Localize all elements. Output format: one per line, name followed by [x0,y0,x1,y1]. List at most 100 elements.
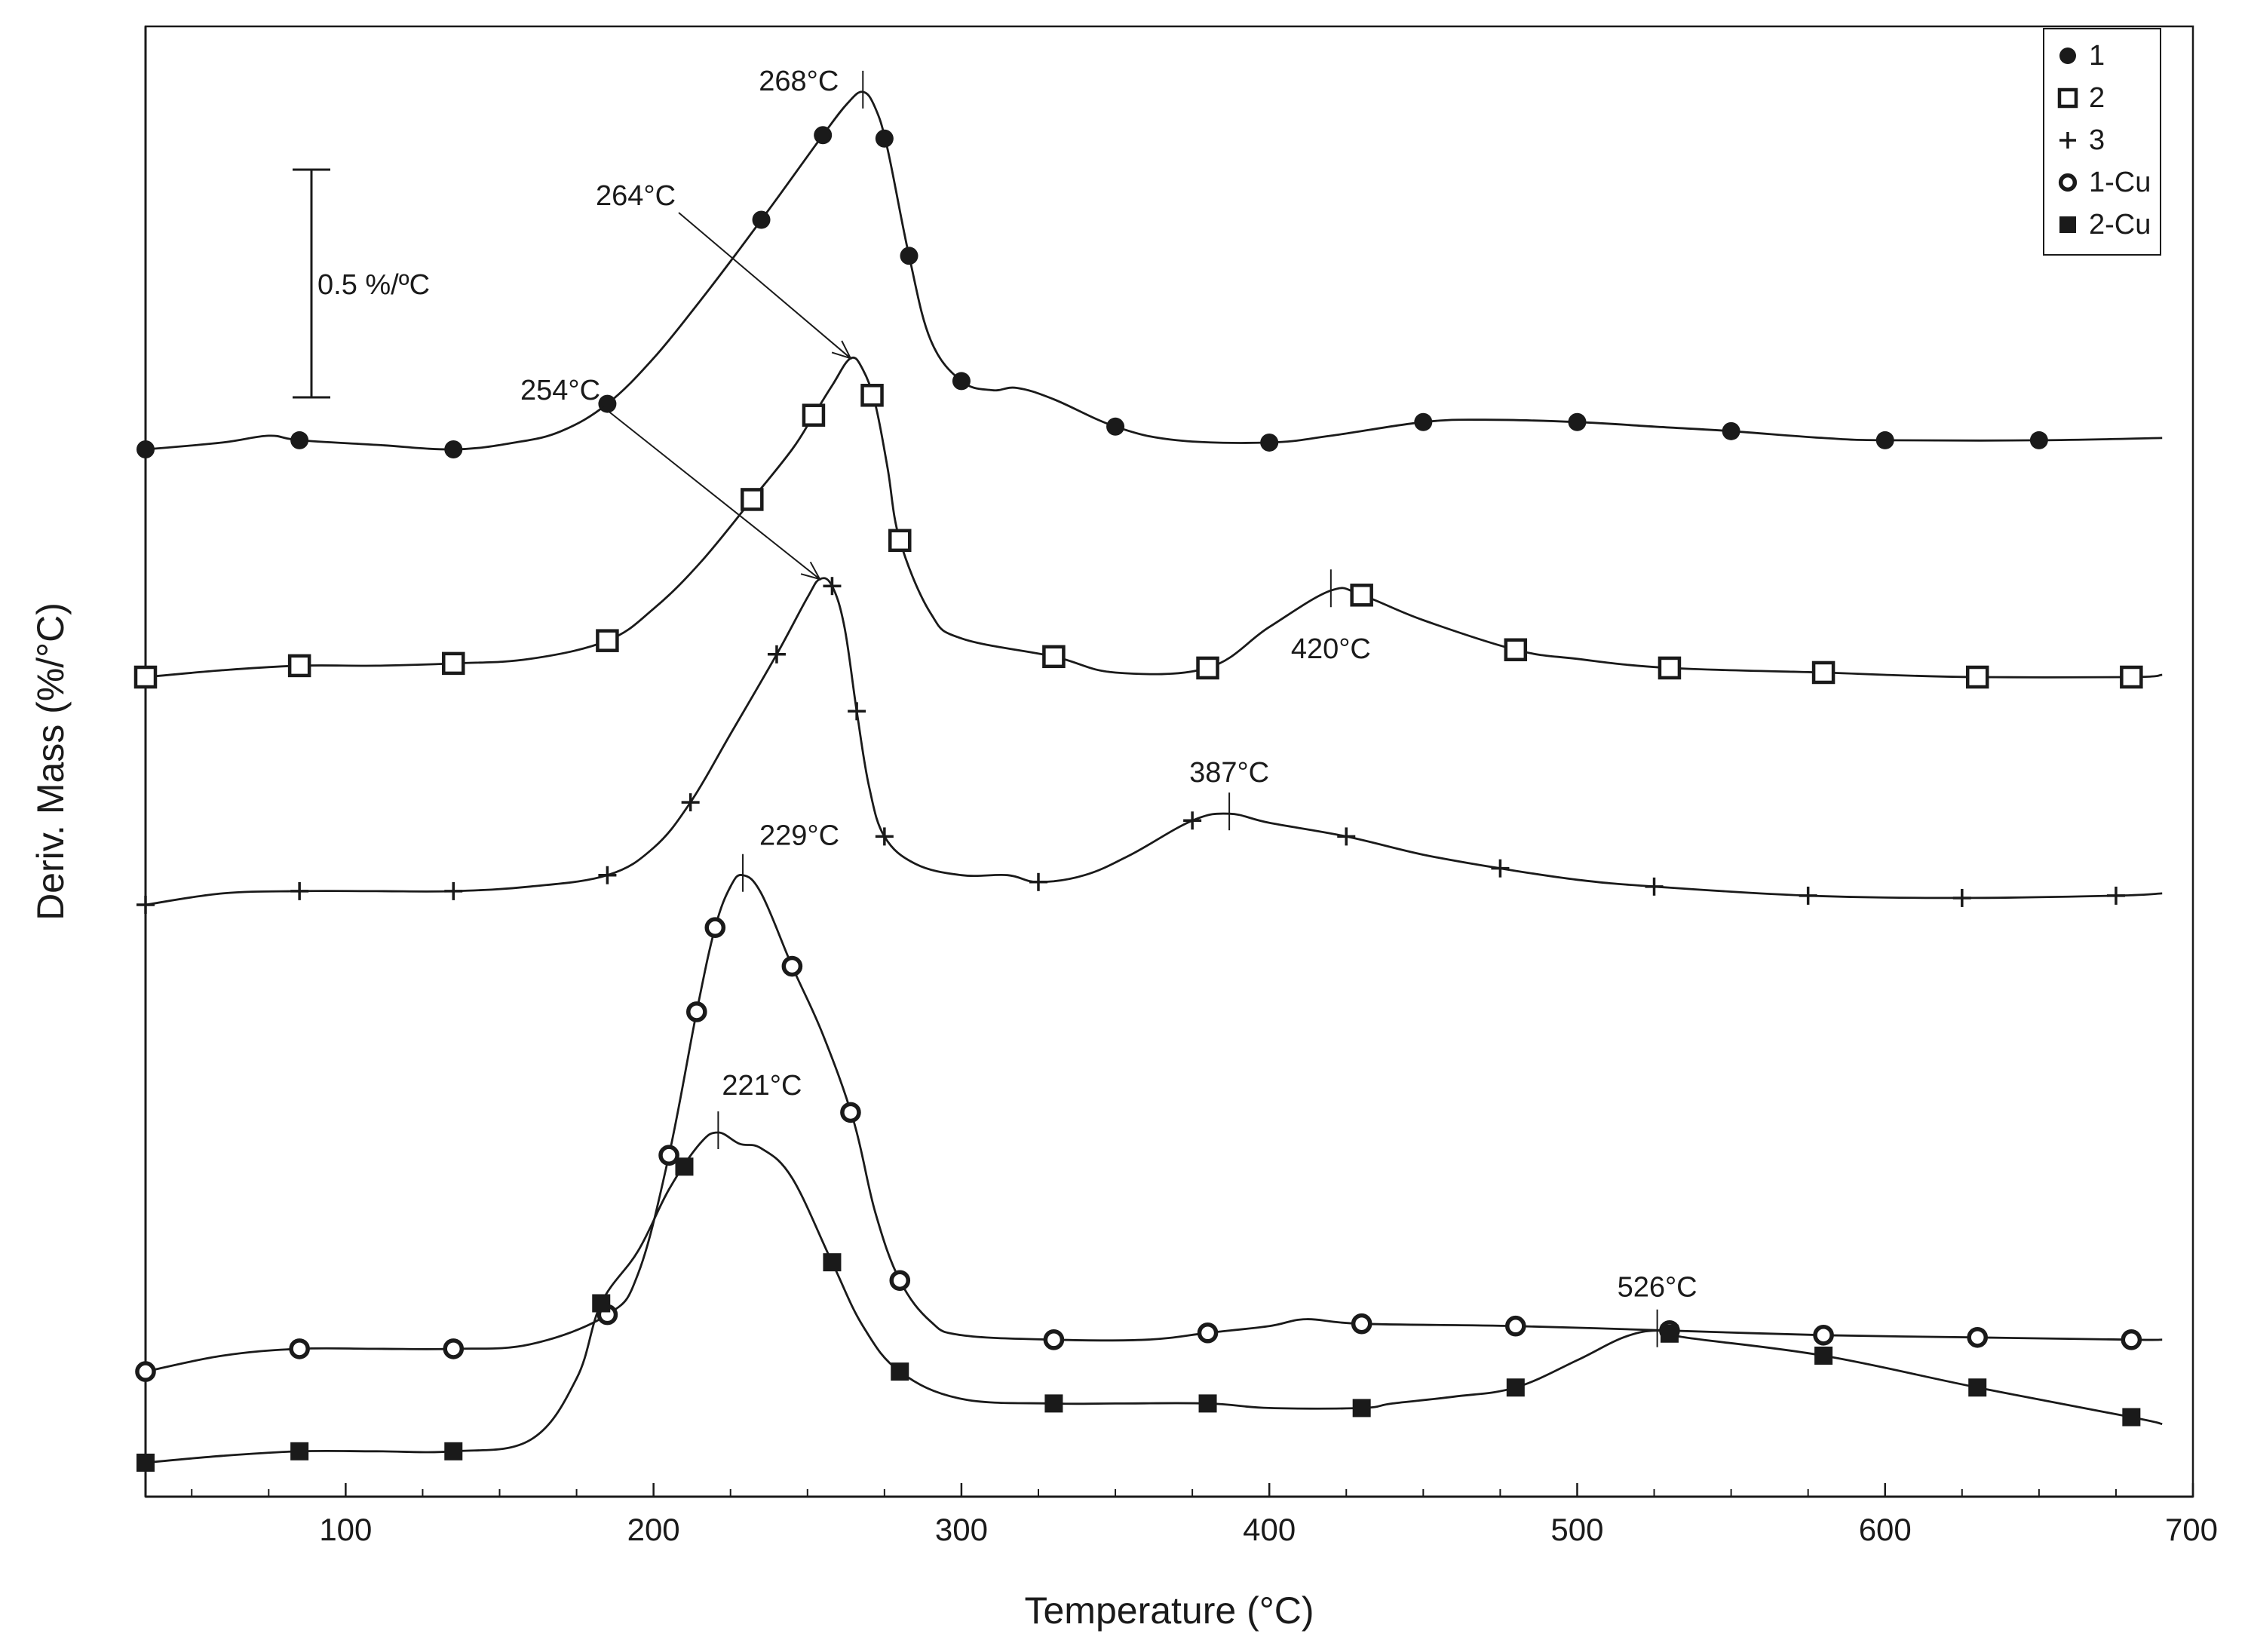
data-point-1 [2029,431,2048,449]
legend-label: 1-Cu [2089,167,2151,198]
legend-label: 2 [2089,82,2105,114]
data-point-2-cu [1968,1378,1987,1397]
y-axis-title: Deriv. Mass (%/°C) [29,602,72,921]
annotation-label: 420°C [1291,633,1371,665]
annotation-label: 254°C [520,375,600,406]
scale-bar-label: 0.5 %/ºC [317,269,430,301]
legend-label: 2-Cu [2089,209,2151,241]
data-point-2 [442,651,465,676]
data-point-2 [802,403,826,427]
data-point-1 [1875,431,1894,449]
series-2 [133,356,2163,689]
annotation-label: 526°C [1618,1272,1698,1304]
series-line-3 [145,577,2163,906]
legend-marker [2059,216,2076,233]
annotation-layer: 268°C 264°C 254°C 420°C 387°C 229°C 221°C 526°C [520,66,1698,1347]
data-point-2 [1196,656,1219,680]
data-point-3 [1645,877,1664,896]
data-point-2-cu [1044,1394,1063,1413]
data-point-1 [598,394,617,413]
data-point-2 [596,629,619,652]
data-point-3 [1799,886,1817,905]
data-point-3 [290,881,309,900]
data-point-1 [1722,421,1740,440]
series-line-2-cu [145,1131,2163,1464]
data-point-1-cu [1197,1322,1219,1344]
peak-annotation: 229°C [742,820,839,892]
x-axis: 100 200 300 400 500 600 700 [146,1483,2218,1547]
data-point-1 [444,440,463,458]
data-point-2 [1350,584,1373,607]
data-point-2 [1811,660,1836,685]
data-point-2 [888,529,912,553]
data-point-2-cu [891,1362,909,1381]
legend-item-3: 3 [2059,124,2105,156]
data-point-2-cu [1506,1378,1525,1397]
data-point-1 [1568,412,1587,431]
data-point-2-cu [1814,1346,1833,1365]
annotation-arrowhead [800,561,822,581]
data-point-3 [681,793,700,812]
series-line-2 [145,356,2163,679]
peak-annotation: 268°C [759,66,864,109]
legend-marker [2059,132,2076,149]
data-point-1-cu [1043,1329,1065,1350]
legend-label: 1 [2089,40,2105,72]
x-tick-label: 700 [2165,1512,2218,1547]
data-point-1 [814,126,833,145]
data-point-1 [136,440,155,458]
data-point-3 [875,827,894,846]
data-point-3 [136,896,155,914]
data-point-2-cu [1352,1399,1371,1418]
data-point-3 [2106,886,2125,905]
data-point-1-cu [658,1145,679,1166]
legend-marker [2057,87,2078,109]
data-point-1 [900,247,919,265]
data-point-1-cu [2121,1329,2142,1350]
series-1 [136,90,2163,458]
annotation-leader [603,406,820,580]
data-point-1-cu [443,1338,465,1359]
peak-annotation: 420°C [1291,569,1371,665]
x-tick-label: 500 [1550,1512,1603,1547]
data-point-3 [598,866,617,884]
data-point-3 [823,577,842,596]
x-tick-label: 100 [319,1512,372,1547]
data-point-1-cu [889,1270,911,1292]
data-point-3 [767,645,786,664]
data-point-3 [1952,888,1971,907]
series-1-cu [135,873,2163,1382]
data-point-1-cu [135,1361,156,1382]
data-point-2 [1042,645,1066,669]
annotation-label: 221°C [722,1070,802,1102]
data-point-1-cu [686,1001,707,1022]
data-point-2 [1965,665,1989,689]
data-point-2 [2120,665,2143,689]
series-3 [136,577,2163,914]
annotation-label: 268°C [759,66,839,97]
data-point-1-cu [1505,1315,1526,1337]
peak-annotation: 221°C [717,1070,802,1149]
peak-annotation: 254°C [520,375,822,581]
data-point-1 [1414,412,1433,431]
data-point-2-cu [290,1442,309,1460]
data-point-2 [1658,656,1682,680]
data-point-2 [741,488,764,511]
data-point-1-cu [704,917,726,938]
scale-bar: 0.5 %/ºC [293,168,430,399]
data-point-3 [1337,827,1356,846]
legend-item-2: 2 [2057,82,2105,114]
peak-annotation: 387°C [1189,757,1269,831]
data-point-3 [1183,811,1202,830]
legend-item-1: 1 [2059,40,2105,72]
legend-marker [2058,173,2078,192]
axes: 100 200 300 400 500 600 700 Temperature (°C) Der… [29,25,2218,1632]
annotation-leader [678,212,851,359]
data-point-2 [1504,638,1528,662]
data-point-1 [952,372,971,391]
data-point-2 [860,384,884,407]
data-point-2-cu [2122,1408,2141,1427]
legend-label: 3 [2089,124,2105,156]
series-2-cu [136,1131,2163,1472]
